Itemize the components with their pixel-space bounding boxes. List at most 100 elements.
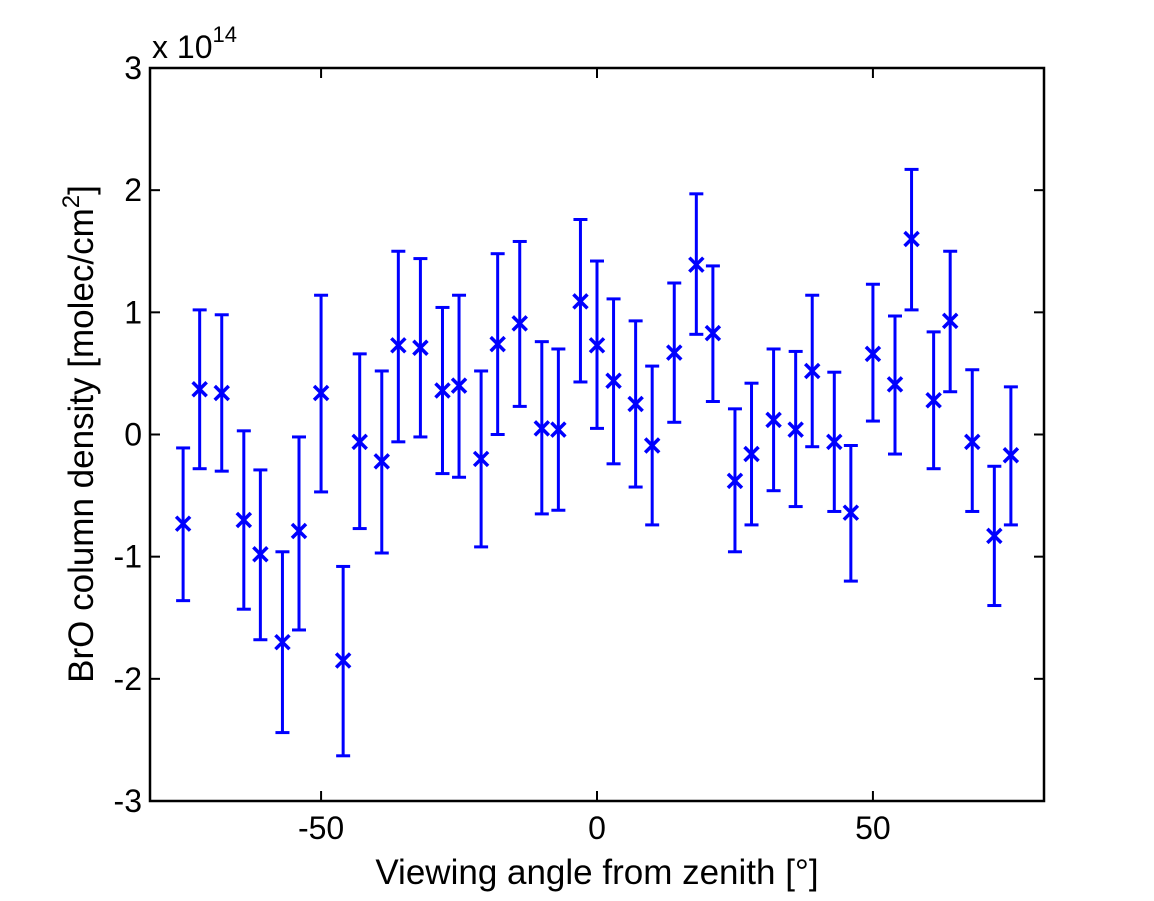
data-point [533, 340, 551, 516]
data-point [213, 313, 230, 473]
x-marker [925, 392, 942, 409]
x-marker [787, 421, 804, 438]
x-marker [252, 545, 269, 563]
x-marker [704, 324, 722, 342]
data-point [390, 249, 407, 444]
data-point [334, 564, 352, 758]
data-point [472, 369, 490, 549]
x-marker [964, 433, 981, 451]
data-point [572, 217, 589, 384]
y-axis-label-end: ] [62, 185, 101, 195]
x-marker [1002, 447, 1020, 464]
x-tick-label: 50 [855, 810, 891, 846]
data-point [666, 281, 683, 424]
data-point [588, 259, 606, 430]
data-point [627, 319, 644, 489]
x-marker [886, 376, 904, 393]
x-marker [743, 445, 760, 463]
x-marker [588, 337, 606, 354]
data-point [743, 381, 760, 527]
x-marker [434, 382, 451, 399]
x-marker [842, 504, 860, 521]
data-point [373, 369, 391, 555]
data-point [886, 314, 904, 456]
x-axis-label: Viewing angle from zenith [°] [375, 853, 818, 892]
data-point [704, 264, 722, 404]
data-point [864, 282, 882, 423]
x-marker [373, 453, 391, 470]
data-point [450, 293, 468, 479]
y-tick-label: -1 [114, 539, 142, 575]
x-marker [274, 633, 291, 651]
x-marker [572, 293, 589, 310]
data-point [412, 257, 429, 439]
data-point [787, 349, 804, 509]
x-marker [489, 335, 506, 353]
y-multiplier-exponent: 14 [212, 22, 236, 47]
data-point [688, 192, 705, 336]
x-marker [191, 381, 208, 398]
data-point [643, 364, 661, 527]
x-marker [351, 433, 368, 451]
x-marker [533, 420, 551, 437]
data-point [826, 370, 843, 513]
x-marker [390, 337, 407, 354]
data-point [550, 347, 567, 512]
x-marker [803, 362, 821, 380]
x-marker [550, 421, 567, 438]
data-point [1002, 385, 1020, 527]
y-tick-label: 1 [124, 294, 142, 330]
data-point [274, 550, 291, 735]
x-marker [605, 372, 622, 389]
data-point [191, 308, 208, 471]
data-point [312, 293, 330, 494]
data-point [925, 330, 942, 471]
y-axis-label-superscript: 2 [58, 195, 85, 208]
data-point [842, 443, 860, 583]
x-marker [941, 312, 959, 330]
data-point [235, 429, 253, 611]
data-point [489, 252, 506, 436]
data-point [964, 368, 981, 513]
axis-ticks: -50 0 50 -3 -2 -1 0 1 2 3 [114, 50, 1044, 846]
x-marker [290, 522, 308, 540]
data-point [351, 352, 368, 531]
x-marker [864, 345, 882, 363]
y-multiplier-base: x 10 [152, 29, 212, 65]
x-marker [903, 230, 920, 248]
x-marker [627, 395, 644, 413]
y-axis-label: BrO column density [molec/cm2] [58, 185, 101, 683]
data-series [174, 167, 1020, 758]
x-marker [765, 411, 782, 429]
y-tick-label: -3 [114, 783, 142, 819]
data-point [252, 468, 269, 642]
y-multiplier: x 1014 [152, 22, 237, 65]
x-marker [174, 515, 192, 532]
x-tick-label: -50 [298, 810, 344, 846]
y-tick-label: -2 [114, 661, 142, 697]
x-marker [688, 256, 705, 273]
x-marker [643, 437, 661, 454]
data-point [941, 249, 959, 394]
x-marker [826, 433, 843, 451]
x-marker [334, 652, 352, 669]
data-point [986, 464, 1003, 608]
x-marker [213, 384, 230, 402]
data-point [434, 305, 451, 476]
y-axis-label-main: BrO column density [molec/cm [62, 208, 101, 683]
data-point [726, 407, 744, 554]
x-marker [412, 339, 429, 356]
data-point [765, 347, 782, 493]
y-tick-label: 0 [124, 417, 142, 453]
data-point [174, 446, 192, 603]
data-point [511, 239, 528, 408]
x-marker [235, 511, 253, 529]
x-marker [312, 384, 330, 402]
x-marker [472, 450, 490, 468]
x-marker [726, 472, 744, 490]
y-tick-label: 3 [124, 50, 142, 86]
data-point [605, 297, 622, 466]
data-point [903, 167, 920, 312]
